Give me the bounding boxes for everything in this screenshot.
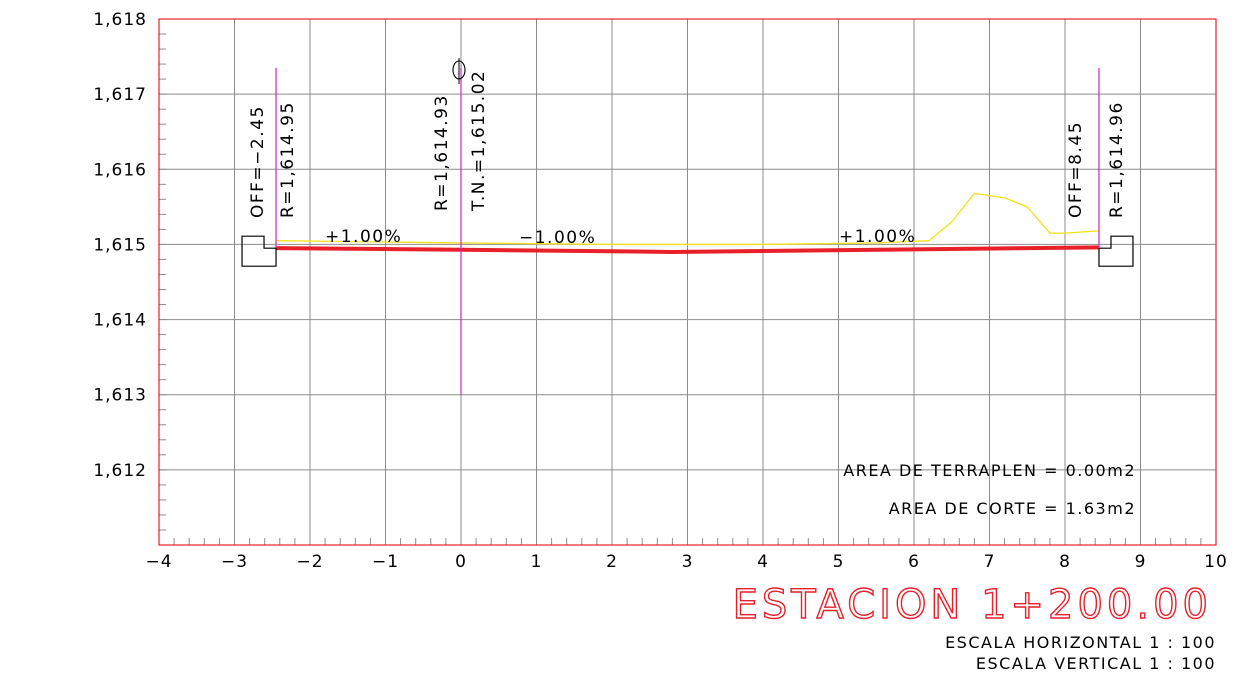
x-tick-label: 6 — [908, 552, 920, 572]
slope-label-right: +1.00% — [839, 227, 916, 247]
curb-right — [1098, 235, 1134, 267]
natural-ground-line — [276, 192, 1100, 246]
horizontal-scale-label: ESCALA HORIZONTAL 1 : 100 — [945, 633, 1216, 652]
right-offset-label: OFF=8.45 — [1066, 121, 1086, 218]
y-tick-label: 1,618 — [93, 10, 147, 30]
centerline-icon — [452, 58, 466, 84]
curb-left — [241, 235, 277, 267]
y-tick-label: 1,615 — [93, 235, 147, 255]
y-tick-label: 1,613 — [93, 386, 147, 406]
y-tick-label: 1,616 — [93, 160, 147, 180]
right-elevation-label: R=1,614.96 — [1107, 101, 1127, 218]
station-title-text: ESTACION 1+200.00 — [733, 582, 1212, 628]
x-tick-label: −2 — [296, 552, 323, 572]
x-tick-label: 0 — [455, 552, 467, 572]
y-tick-label: 1,617 — [93, 85, 147, 105]
x-tick-label: −1 — [372, 552, 399, 572]
x-tick-label: 1 — [531, 552, 543, 572]
x-tick-label: 7 — [984, 552, 996, 572]
x-tick-label: 5 — [833, 552, 845, 572]
x-tick-label: 9 — [1135, 552, 1147, 572]
curb-symbols — [241, 235, 1134, 267]
y-tick-label: 1,614 — [93, 311, 147, 331]
x-tick-label: −4 — [145, 552, 172, 572]
left-elevation-label: R=1,614.95 — [278, 101, 298, 218]
station-title: ESTACION 1+200.00 — [732, 581, 1212, 628]
vertical-markers — [275, 67, 1100, 395]
plot-frame — [158, 18, 1217, 546]
left-offset-label: OFF=−2.45 — [248, 105, 268, 218]
vertical-scale-label: ESCALA VERTICAL 1 : 100 — [975, 654, 1216, 673]
tick-labels: 1,612 1,613 1,614 1,615 1,616 1,617 1,618 −4 −3 −… — [93, 10, 1228, 572]
fill-area-label: AREA DE TERRAPLEN = 0.00m2 — [843, 461, 1136, 480]
minor-ticks — [158, 18, 1217, 546]
x-tick-label: 10 — [1204, 552, 1228, 572]
x-tick-label: 2 — [606, 552, 618, 572]
cut-area-label: AREA DE CORTE = 1.63m2 — [889, 499, 1136, 518]
center-elevation-label: R=1,614.93 — [432, 94, 452, 211]
center-ground-label: T.N.=1,615.02 — [469, 70, 489, 212]
x-tick-label: 4 — [757, 552, 769, 572]
series-layer — [276, 192, 1100, 254]
y-tick-label: 1,612 — [93, 461, 147, 481]
slope-label-left: +1.00% — [325, 227, 402, 247]
x-tick-label: 3 — [682, 552, 694, 572]
x-tick-label: −3 — [221, 552, 248, 572]
slope-label-center: −1.00% — [519, 228, 596, 248]
x-tick-label: 8 — [1059, 552, 1071, 572]
design-section-line — [276, 245, 1099, 254]
